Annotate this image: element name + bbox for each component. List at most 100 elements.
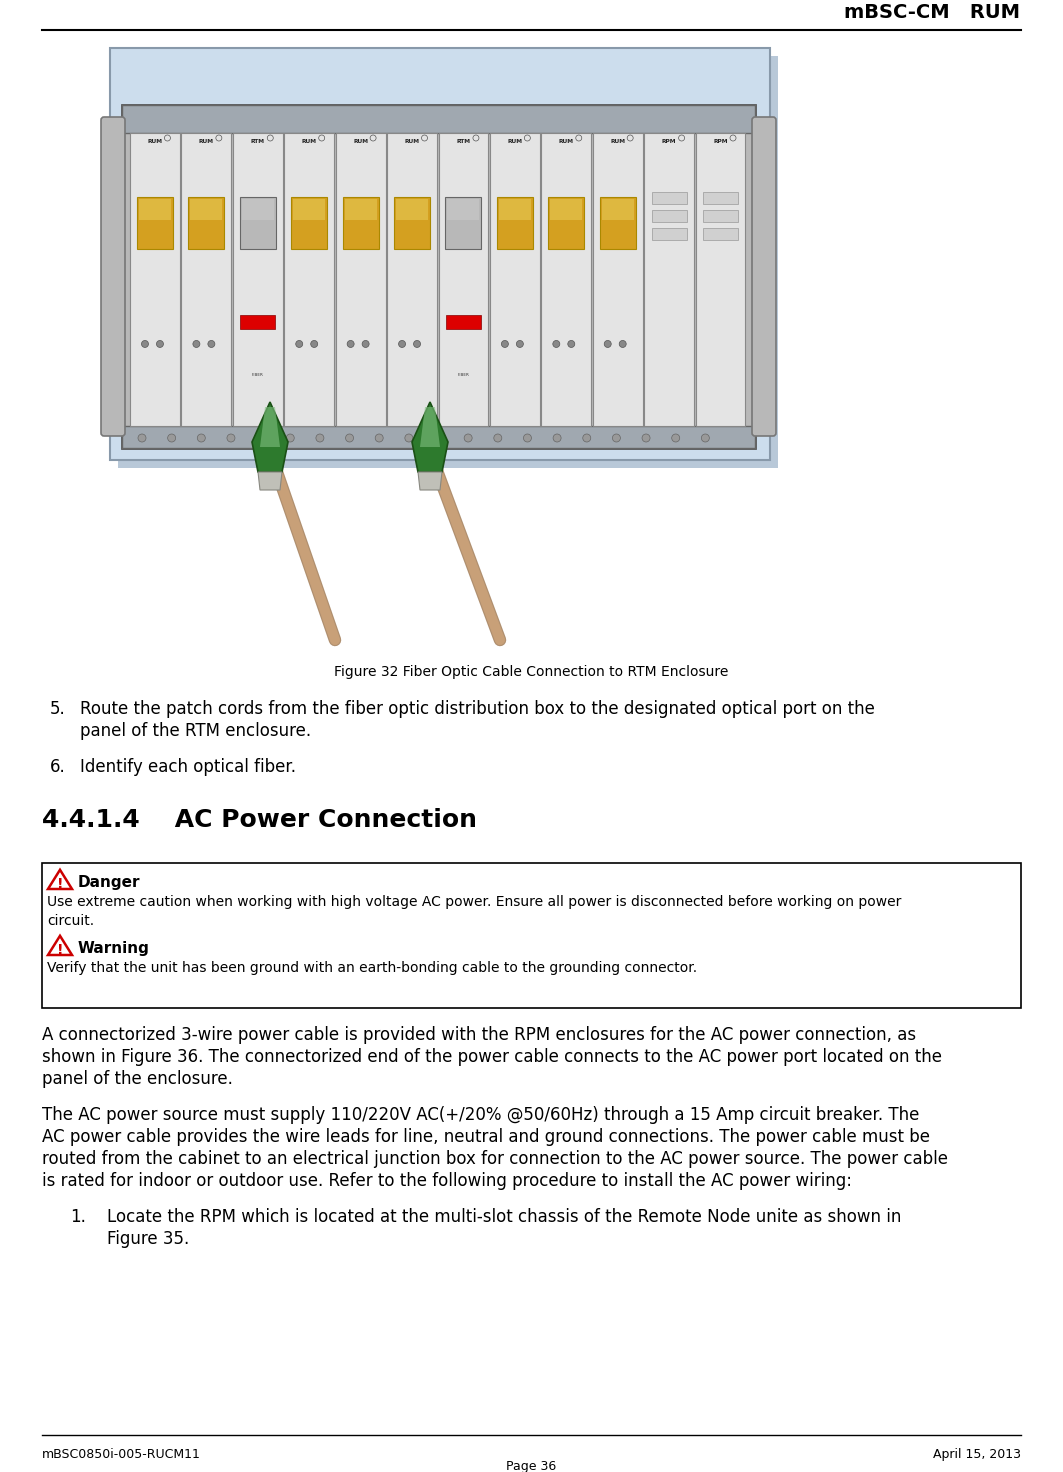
Polygon shape — [420, 406, 440, 447]
Bar — [593, 132, 643, 425]
Circle shape — [405, 434, 412, 442]
Circle shape — [141, 340, 149, 347]
Circle shape — [414, 340, 421, 347]
Circle shape — [642, 434, 651, 442]
Text: RTM: RTM — [456, 138, 471, 144]
Text: FIBER: FIBER — [457, 374, 470, 377]
Bar — [499, 200, 530, 221]
Bar — [703, 209, 738, 222]
Bar — [396, 200, 428, 221]
Polygon shape — [258, 473, 282, 490]
Text: circuit.: circuit. — [47, 914, 95, 927]
Text: RUM: RUM — [148, 138, 163, 144]
Bar — [551, 200, 583, 221]
Polygon shape — [418, 473, 442, 490]
Circle shape — [494, 434, 502, 442]
Bar — [182, 132, 232, 425]
Circle shape — [502, 340, 508, 347]
Bar — [703, 228, 738, 240]
Text: RUM: RUM — [199, 138, 214, 144]
Bar — [43, 863, 1020, 1008]
Text: RUM: RUM — [610, 138, 625, 144]
Text: RUM: RUM — [353, 138, 368, 144]
Circle shape — [620, 340, 626, 347]
Polygon shape — [48, 936, 72, 955]
Circle shape — [345, 434, 354, 442]
Text: 6.: 6. — [50, 758, 66, 776]
Bar — [240, 315, 275, 328]
Circle shape — [156, 340, 164, 347]
Bar — [241, 200, 274, 221]
Circle shape — [310, 340, 318, 347]
Polygon shape — [412, 402, 448, 473]
Bar — [342, 197, 378, 249]
Bar — [394, 197, 431, 249]
Circle shape — [465, 434, 472, 442]
Circle shape — [138, 434, 146, 442]
Bar — [137, 197, 173, 249]
Text: RUM: RUM — [405, 138, 420, 144]
Circle shape — [296, 340, 303, 347]
Polygon shape — [252, 402, 288, 473]
Bar — [233, 132, 283, 425]
Text: Figure 35.: Figure 35. — [107, 1231, 189, 1248]
Bar — [122, 425, 755, 447]
Bar — [291, 197, 327, 249]
Text: shown in Figure 36. The connectorized end of the power cable connects to the AC : shown in Figure 36. The connectorized en… — [43, 1048, 942, 1066]
Text: Page 36: Page 36 — [506, 1460, 557, 1472]
Bar — [448, 200, 479, 221]
Text: is rated for indoor or outdoor use. Refer to the following procedure to install : is rated for indoor or outdoor use. Refe… — [43, 1172, 853, 1189]
Circle shape — [362, 340, 369, 347]
Bar — [652, 209, 687, 222]
Text: AC power cable provides the wire leads for line, neutral and ground connections.: AC power cable provides the wire leads f… — [43, 1128, 930, 1147]
Bar — [446, 315, 480, 328]
Circle shape — [399, 340, 406, 347]
Text: Danger: Danger — [78, 874, 140, 891]
Circle shape — [612, 434, 621, 442]
Bar — [703, 191, 738, 203]
Circle shape — [553, 340, 560, 347]
Text: !: ! — [56, 944, 64, 957]
Text: Locate the RPM which is located at the multi-slot chassis of the Remote Node uni: Locate the RPM which is located at the m… — [107, 1209, 901, 1226]
Circle shape — [226, 434, 235, 442]
Circle shape — [604, 340, 611, 347]
Text: RUM: RUM — [507, 138, 522, 144]
Bar — [695, 132, 745, 425]
Circle shape — [208, 340, 215, 347]
Text: RPM: RPM — [662, 138, 676, 144]
Text: 4.4.1.4    AC Power Connection: 4.4.1.4 AC Power Connection — [43, 808, 477, 832]
Circle shape — [702, 434, 709, 442]
Circle shape — [286, 434, 294, 442]
Circle shape — [256, 434, 265, 442]
Bar — [240, 197, 275, 249]
Bar — [496, 197, 533, 249]
Text: Figure 32 Fiber Optic Cable Connection to RTM Enclosure: Figure 32 Fiber Optic Cable Connection t… — [334, 665, 729, 679]
Bar — [284, 132, 334, 425]
Text: FIBER: FIBER — [252, 374, 264, 377]
Bar — [344, 200, 376, 221]
Text: Warning: Warning — [78, 941, 150, 955]
Circle shape — [435, 434, 442, 442]
Polygon shape — [260, 406, 280, 447]
Text: Use extreme caution when working with high voltage AC power. Ensure all power is: Use extreme caution when working with hi… — [47, 895, 901, 910]
FancyBboxPatch shape — [752, 116, 776, 436]
Circle shape — [316, 434, 324, 442]
Polygon shape — [48, 870, 72, 889]
Circle shape — [672, 434, 679, 442]
Bar — [439, 132, 488, 425]
FancyBboxPatch shape — [101, 116, 125, 436]
Bar — [445, 197, 482, 249]
Text: 1.: 1. — [70, 1209, 86, 1226]
Bar — [600, 197, 636, 249]
Circle shape — [348, 340, 354, 347]
Circle shape — [583, 434, 591, 442]
Bar — [190, 200, 222, 221]
Bar — [549, 197, 585, 249]
Bar — [490, 132, 540, 425]
Text: RPM: RPM — [713, 138, 728, 144]
Text: 5.: 5. — [50, 701, 66, 718]
Bar — [122, 105, 755, 447]
Bar — [336, 132, 386, 425]
Bar — [387, 132, 437, 425]
Text: Verify that the unit has been ground with an earth-bonding cable to the groundin: Verify that the unit has been ground wit… — [47, 961, 697, 974]
